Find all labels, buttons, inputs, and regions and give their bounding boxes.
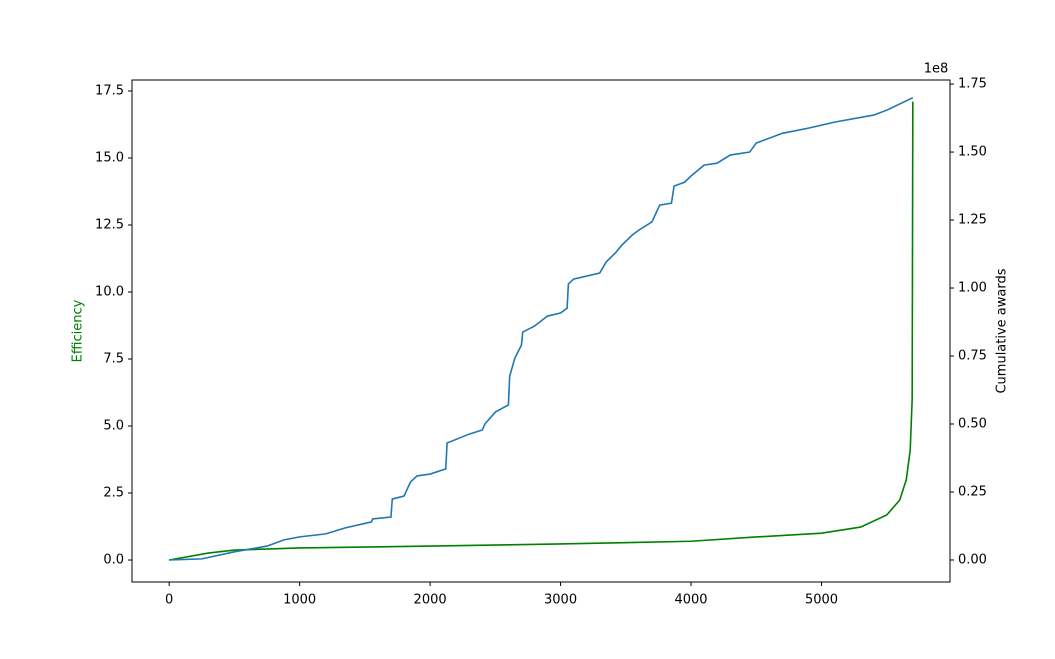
data-line (169, 101, 914, 561)
y-tick-label: 12.5 (95, 217, 124, 232)
y2-tick-label: 1.50 (958, 145, 987, 160)
y-tick-label: 5.0 (103, 419, 124, 434)
y2-axis-label: Cumulative awards (995, 268, 1010, 393)
x-tick-label: 3000 (544, 593, 577, 608)
data-line (169, 96, 914, 561)
y2-offset: 1e8 (924, 62, 949, 77)
y2-tick-label: 1.00 (958, 281, 987, 296)
y-tick-label: 15.0 (95, 150, 124, 165)
y-tick-label: 17.5 (95, 83, 124, 98)
y-tick-label: 2.5 (103, 486, 124, 501)
y-axis-label: Efficiency (71, 299, 86, 362)
plot-frame (131, 79, 951, 583)
y-tick-label: 0.0 (103, 553, 124, 568)
y2-tick-label: 0.00 (958, 552, 987, 567)
y2-tick-label: 0.75 (958, 349, 987, 364)
x-tick-label: 4000 (674, 593, 707, 608)
y2-tick-label: 1.25 (958, 213, 987, 228)
y2-tick-label: 1.75 (958, 77, 987, 92)
x-tick-label: 2000 (414, 593, 447, 608)
y2-tick-label: 0.50 (958, 417, 987, 432)
x-tick-label: 1000 (283, 593, 316, 608)
y2-tick-label: 0.25 (958, 484, 987, 499)
y-tick-label: 10.0 (95, 285, 124, 300)
x-tick-label: 5000 (805, 593, 838, 608)
y-tick-label: 7.5 (103, 352, 124, 367)
x-tick-label: 0 (165, 593, 173, 608)
